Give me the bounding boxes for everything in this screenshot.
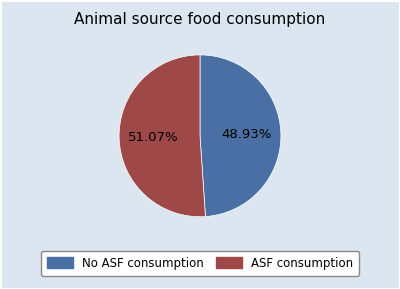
Title: Animal source food consumption: Animal source food consumption xyxy=(74,12,326,27)
Wedge shape xyxy=(119,55,206,217)
Wedge shape xyxy=(200,55,281,216)
Text: 51.07%: 51.07% xyxy=(128,131,178,144)
Text: 48.93%: 48.93% xyxy=(222,128,272,141)
Legend: No ASF consumption, ASF consumption: No ASF consumption, ASF consumption xyxy=(41,251,359,276)
